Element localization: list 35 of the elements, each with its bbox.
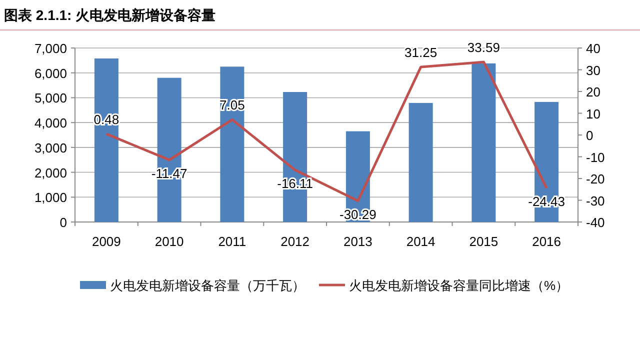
x-tick-label: 2011 <box>218 234 246 249</box>
data-label: 31.25 <box>404 45 438 60</box>
bar <box>94 58 118 222</box>
y-tick-label: 6,000 <box>34 66 67 81</box>
y-tick-label: 0 <box>60 215 67 230</box>
x-tick-label: 2009 <box>92 234 121 249</box>
y2-tick-label: 40 <box>586 41 600 56</box>
x-tick-label: 2013 <box>343 234 372 249</box>
x-tick-label: 2016 <box>532 234 562 249</box>
data-label: 0.48 <box>94 112 120 127</box>
x-tick-label: 2012 <box>280 234 310 249</box>
y2-tick-label: -10 <box>586 150 605 165</box>
x-tick-label: 2015 <box>469 234 498 249</box>
y2-tick-label: 0 <box>586 128 594 143</box>
data-label: 33.59 <box>467 40 500 55</box>
x-tick-label: 2010 <box>154 234 184 249</box>
y2-tick-label: -30 <box>586 193 605 208</box>
y-tick-label: 4,000 <box>34 116 67 131</box>
y2-tick-label: 20 <box>586 84 600 100</box>
y-tick-label: 5,000 <box>34 90 67 106</box>
y-tick-label: 3,000 <box>34 140 67 156</box>
legend-label: 火电发电新增设备容量（万千瓦） <box>110 278 305 293</box>
y2-tick-label: 10 <box>586 106 600 122</box>
y2-tick-label: 30 <box>586 62 600 78</box>
bar <box>220 66 244 222</box>
chart-title: 图表 2.1.1: 火电发电新增设备容量 <box>4 7 216 23</box>
x-tick-label: 2014 <box>406 234 436 249</box>
legend-label: 火电发电新增设备容量同比增速（%） <box>349 278 569 293</box>
y-tick-label: 7,000 <box>34 41 67 56</box>
y2-tick-label: -20 <box>586 172 605 186</box>
y2-tick-label: -40 <box>586 215 605 230</box>
bar <box>408 102 433 222</box>
bar <box>472 63 496 222</box>
y-tick-label: 2,000 <box>34 165 67 180</box>
y-tick-label: 1,000 <box>34 190 67 206</box>
